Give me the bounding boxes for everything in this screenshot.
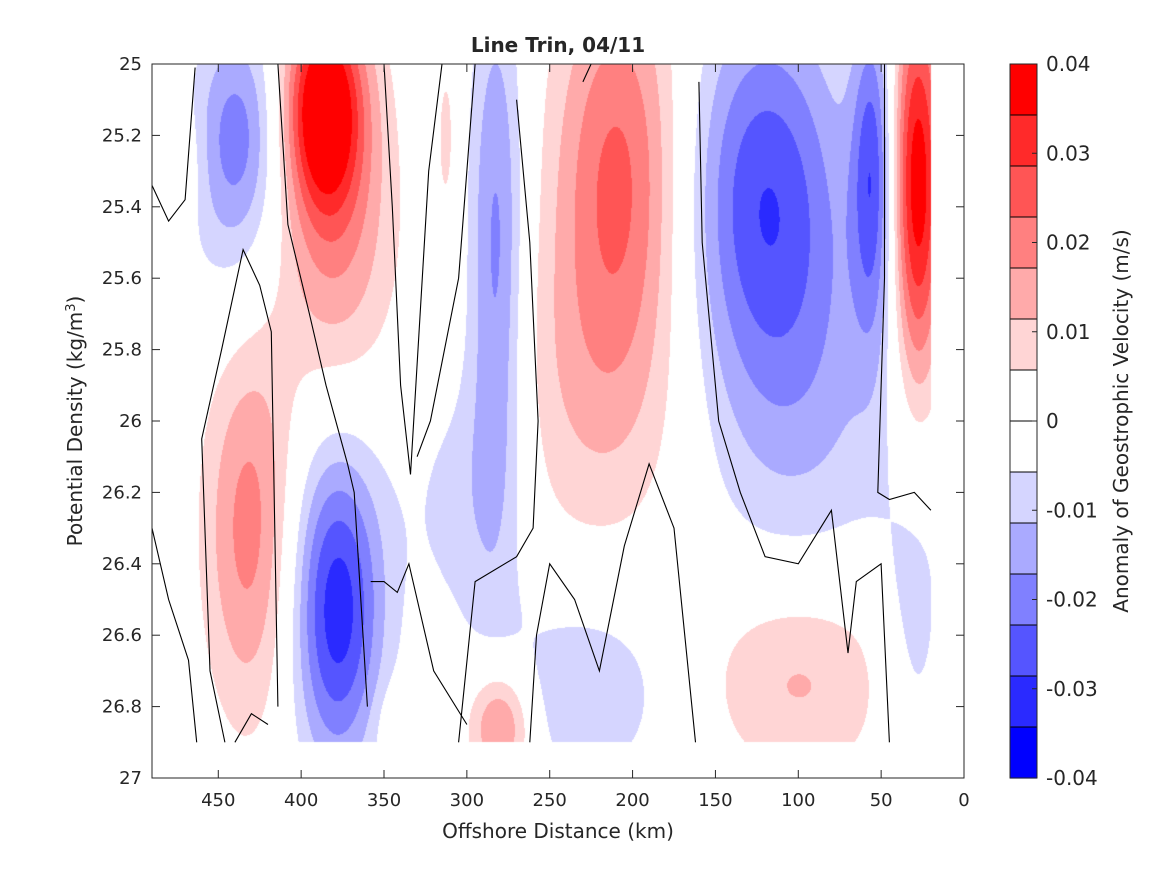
colorbar-segment xyxy=(1010,166,1037,218)
velocity-anomaly-field xyxy=(152,64,964,778)
colorbar-tick-label: 0.02 xyxy=(1046,231,1091,255)
colorbar-label: Anomaly of Geostrophic Velocity (m/s) xyxy=(1109,229,1133,612)
x-tick-label: 300 xyxy=(450,790,484,811)
y-tick-label: 26.6 xyxy=(102,625,142,646)
x-tick-label: 50 xyxy=(870,790,893,811)
colorbar-segment xyxy=(1010,64,1037,116)
colorbar-segment xyxy=(1010,523,1037,575)
colorbar-segment xyxy=(1010,727,1037,779)
colorbar-tick-label: 0.04 xyxy=(1046,52,1091,76)
colorbar-segment xyxy=(1010,115,1037,167)
colorbar-tick-label: -0.02 xyxy=(1046,588,1098,612)
colorbar-segment xyxy=(1010,421,1037,473)
colorbar-tick-label: -0.01 xyxy=(1046,498,1098,522)
x-tick-label: 350 xyxy=(367,790,401,811)
y-axis-label: Potential Density (kg/m3) xyxy=(63,296,87,547)
x-axis-ticks: 450 400 350 300 250 200 150 100 50 0 xyxy=(201,64,970,811)
x-tick-label: 450 xyxy=(201,790,235,811)
colorbar xyxy=(1010,64,1037,779)
x-tick-label: 200 xyxy=(615,790,649,811)
zero-contour-line xyxy=(151,67,196,223)
y-tick-label: 25 xyxy=(119,54,142,75)
y-tick-label: 25.8 xyxy=(102,340,142,361)
colorbar-segment xyxy=(1010,370,1037,422)
y-tick-label: 26.8 xyxy=(102,697,142,718)
zero-contour-line xyxy=(698,81,890,743)
zero-contour-lines xyxy=(151,63,932,743)
y-axis-ticks: 25 25.2 25.4 25.6 25.8 26 26.2 26.4 26.6 26.8 27 xyxy=(102,54,964,789)
y-axis-label-end: ) xyxy=(63,296,87,304)
x-tick-label: 100 xyxy=(781,790,815,811)
colorbar-tick-label: -0.03 xyxy=(1046,677,1098,701)
colorbar-segment xyxy=(1010,319,1037,371)
y-tick-label: 25.2 xyxy=(102,125,142,146)
y-tick-label: 27 xyxy=(119,768,142,789)
zero-contour-line xyxy=(201,247,279,743)
y-axis-label-sup: 3 xyxy=(64,303,79,311)
zero-contour-line xyxy=(151,527,198,743)
zero-contour-line xyxy=(277,63,368,707)
y-tick-label: 26.2 xyxy=(102,482,142,503)
zero-contour-line xyxy=(582,63,592,83)
zero-contour-line xyxy=(234,712,269,743)
chart-title: Line Trin, 04/11 xyxy=(471,33,645,57)
y-tick-label: 25.6 xyxy=(102,268,142,289)
y-tick-label: 26 xyxy=(119,411,142,432)
colorbar-tick-label: 0.01 xyxy=(1046,320,1091,344)
y-tick-label: 25.4 xyxy=(102,197,142,218)
x-tick-label: 400 xyxy=(284,790,318,811)
colorbar-tick-label: 0.03 xyxy=(1046,141,1091,165)
colorbar-segment xyxy=(1010,268,1037,320)
x-tick-label: 150 xyxy=(698,790,732,811)
colorbar-ticks: 0.04 0.03 0.02 0.01 0 -0.01 -0.02 -0.03 -0.04 xyxy=(1032,52,1098,790)
colorbar-segment xyxy=(1010,625,1037,677)
colorbar-segment xyxy=(1010,472,1037,524)
zero-contour-line xyxy=(529,462,697,743)
x-axis-label: Offshore Distance (km) xyxy=(442,819,674,843)
colorbar-tick-label: 0 xyxy=(1046,409,1059,433)
x-tick-label: 250 xyxy=(533,790,567,811)
zero-contour-line xyxy=(416,63,476,457)
y-axis-label-main: Potential Density (kg/m xyxy=(63,312,87,547)
y-tick-label: 26.4 xyxy=(102,554,142,575)
colorbar-segment xyxy=(1010,676,1037,728)
zero-contour-line xyxy=(877,64,932,511)
x-tick-label: 0 xyxy=(958,790,969,811)
colorbar-tick-label: -0.04 xyxy=(1046,766,1098,790)
zero-contour-line xyxy=(383,63,443,475)
zero-contour-line xyxy=(370,561,468,725)
zero-contour-line xyxy=(458,99,539,743)
